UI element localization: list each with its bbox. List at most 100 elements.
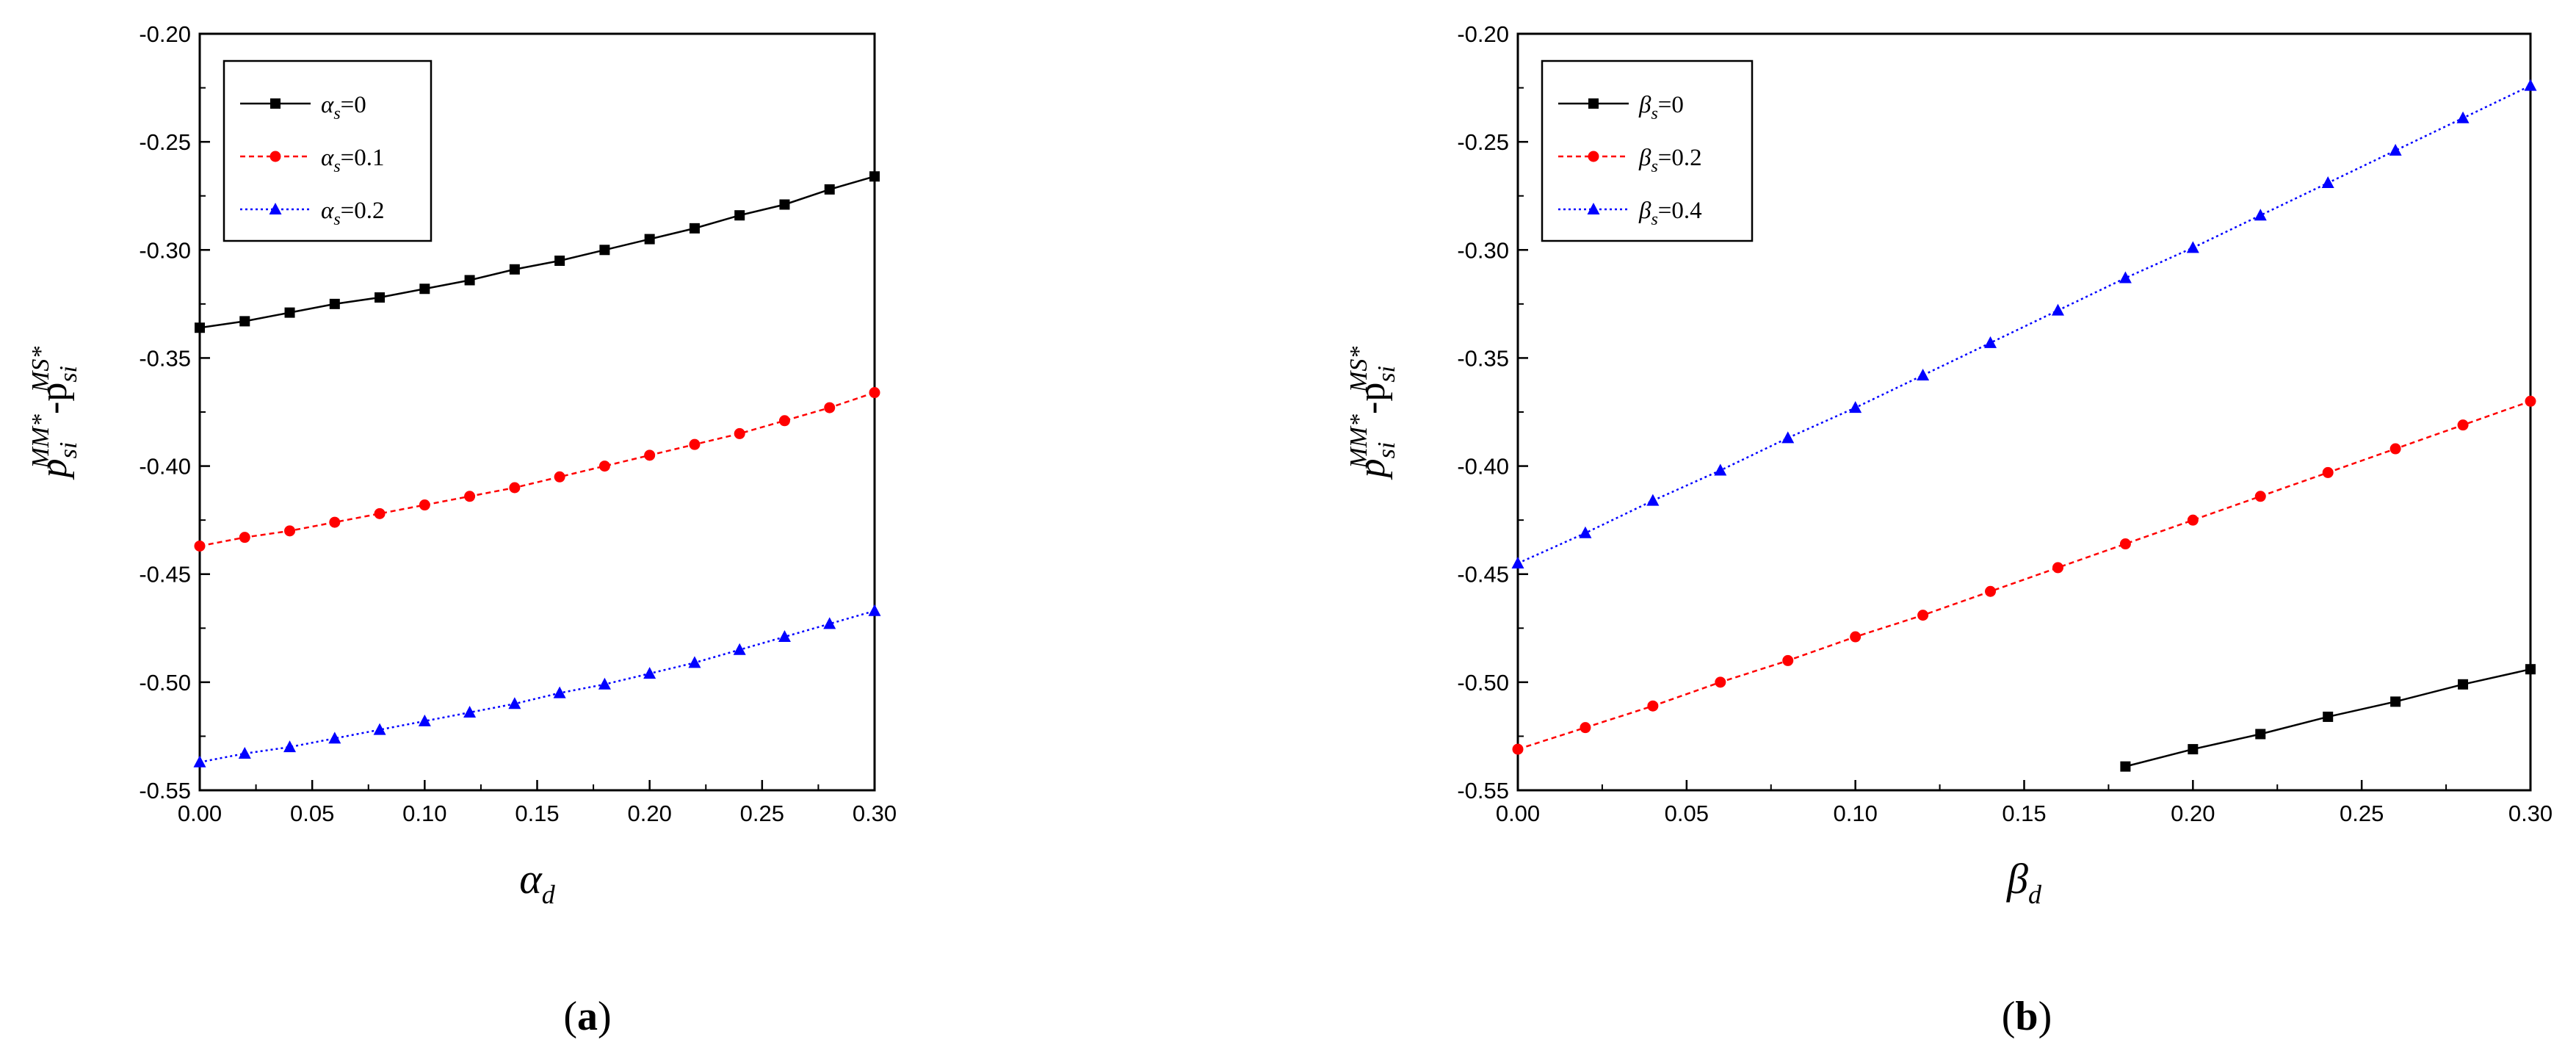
data-point: [689, 223, 700, 234]
x-tick-label: 0.15: [2002, 801, 2046, 826]
data-point: [2389, 443, 2401, 455]
y-tick-label: -0.20: [139, 21, 191, 47]
data-point: [823, 617, 836, 629]
data-point: [644, 449, 656, 461]
x-tick-label: 0.10: [402, 801, 446, 826]
series-line-2: [199, 391, 875, 547]
y-tick-label: -0.50: [139, 670, 191, 696]
legend-marker: [1588, 98, 1599, 109]
data-point: [329, 516, 341, 528]
data-point: [554, 471, 565, 483]
data-point: [598, 677, 611, 690]
data-point: [2525, 395, 2536, 407]
data-point: [778, 630, 791, 643]
data-point: [194, 540, 206, 552]
panel-caption: (a): [563, 994, 611, 1039]
data-point: [509, 482, 521, 494]
legend-label: αs=0: [321, 92, 366, 123]
data-point: [418, 714, 431, 726]
y-tick-label: -0.40: [139, 454, 191, 480]
x-tick-label: 0.30: [2508, 801, 2553, 826]
y-tick-label: -0.55: [139, 778, 191, 803]
data-point: [733, 643, 746, 655]
data-point: [283, 740, 297, 753]
legend-marker: [1588, 151, 1599, 162]
y-tick-label: -0.25: [1457, 129, 1509, 155]
legend-box: [222, 59, 433, 242]
data-point: [1850, 631, 1862, 643]
data-point: [1646, 494, 1660, 506]
data-point: [329, 298, 340, 309]
data-point: [869, 387, 880, 399]
data-point: [2458, 679, 2469, 690]
data-point: [239, 316, 250, 327]
data-point: [464, 491, 476, 502]
data-point: [2119, 538, 2131, 550]
data-point: [2186, 241, 2199, 253]
data-point: [1715, 676, 1726, 688]
data-point: [824, 184, 835, 195]
chart-panel-b: 0.00 0.05 0.10 0.15 0.20 0.25 0.30 -0.20 -0.25 -0…: [1345, 21, 2553, 1039]
data-point: [374, 508, 386, 519]
x-tick-label: 0.30: [853, 801, 897, 826]
y-axis-label: psiMM*-psiMS*: [1345, 347, 1400, 481]
chart-panel-a: 0.00 0.05 0.10 0.15 0.20 0.25 0.30 -0.20 -0.25 -0…: [27, 21, 897, 1039]
legend-label: βs=0.4: [1638, 198, 1702, 229]
data-point: [689, 438, 701, 450]
data-point: [508, 697, 521, 709]
legend-label: βs=0.2: [1638, 145, 1702, 176]
data-point: [599, 245, 610, 256]
x-tick-label: 0.00: [1496, 801, 1540, 826]
data-point: [643, 667, 656, 679]
data-point: [2188, 744, 2199, 755]
data-point: [734, 210, 745, 221]
data-point: [778, 415, 790, 427]
data-point: [824, 402, 836, 413]
data-point: [195, 322, 205, 333]
data-point: [193, 755, 206, 768]
x-axis-label: βd: [2006, 855, 2042, 909]
data-point: [1647, 700, 1659, 712]
series-line-1: [199, 176, 875, 329]
y-tick-label: -0.20: [1457, 21, 1509, 47]
data-point: [2052, 562, 2063, 574]
data-point: [1714, 463, 1727, 476]
data-point: [1579, 526, 1592, 538]
data-point: [2254, 209, 2267, 221]
data-point: [239, 532, 250, 543]
data-point: [2254, 491, 2266, 502]
data-point: [554, 256, 565, 266]
data-point: [2321, 176, 2334, 189]
y-tick-label: -0.30: [139, 237, 191, 263]
data-point: [1917, 610, 1929, 621]
data-point: [1580, 722, 1591, 734]
y-tick-label: -0.45: [139, 562, 191, 588]
panel-caption: (b): [2002, 994, 2052, 1039]
data-point: [2322, 466, 2334, 478]
legend-marker: [269, 203, 282, 214]
data-point: [779, 199, 790, 210]
x-axis-label: αd: [519, 855, 555, 909]
legend-label: αs=0.2: [321, 198, 385, 229]
data-point: [2255, 729, 2266, 740]
data-point: [2120, 761, 2131, 772]
data-point: [2119, 271, 2132, 283]
legend: βs=0 βs=0.2 βs=0.4: [1541, 59, 1754, 242]
data-point: [869, 171, 880, 182]
data-point: [284, 525, 296, 537]
data-point: [238, 746, 251, 759]
legend-marker: [269, 151, 281, 162]
data-point: [734, 427, 745, 439]
data-point: [1782, 654, 1794, 666]
x-tick-label: 0.25: [740, 801, 784, 826]
legend: αs=0 αs=0.1 αs=0.2: [222, 59, 433, 242]
legend-label: αs=0.1: [321, 145, 385, 176]
x-tick-label: 0.05: [1665, 801, 1709, 826]
y-tick-label: -0.35: [139, 345, 191, 371]
data-point: [1984, 336, 1997, 348]
x-tick-label: 0.05: [290, 801, 334, 826]
data-point: [328, 732, 341, 744]
series-line-2: [1517, 400, 2531, 751]
data-point: [2457, 419, 2469, 431]
